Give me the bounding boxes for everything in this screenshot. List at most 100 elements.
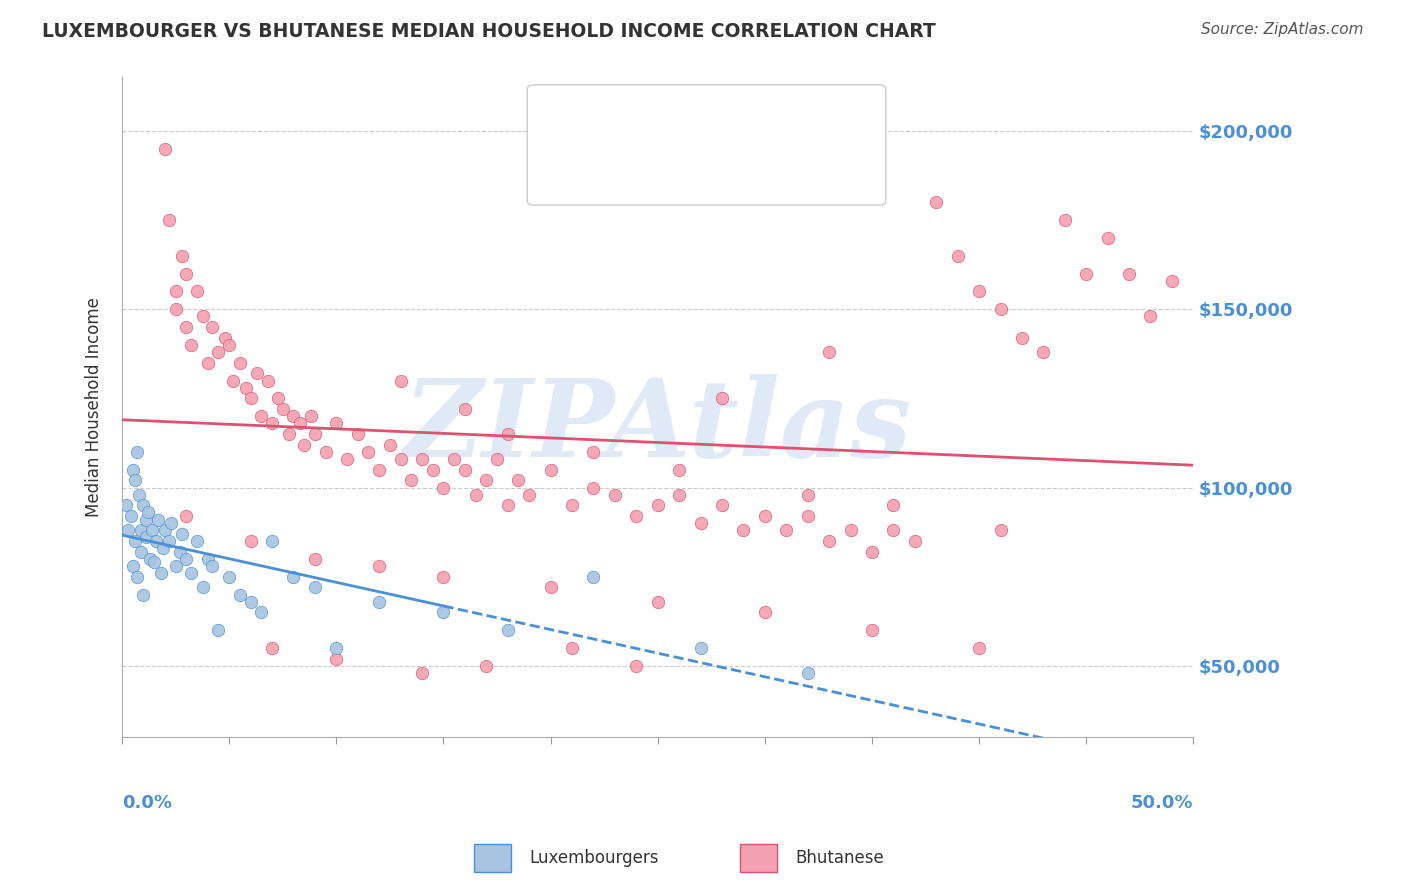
Point [389,374,412,388]
Point [464,488,486,502]
Point [818,534,841,549]
Point [169,545,191,559]
Point [603,488,626,502]
Point [165,285,187,299]
Point [710,392,733,406]
Point [647,594,669,608]
Point [125,570,148,584]
Point [540,463,562,477]
Text: -0.072: -0.072 [657,161,721,179]
Point [176,552,198,566]
Point [368,463,391,477]
Point [411,665,433,680]
FancyBboxPatch shape [548,99,585,137]
Point [222,374,245,388]
Point [422,463,444,477]
Point [170,527,193,541]
Point [754,509,776,524]
Point [689,516,711,531]
Text: N =: N = [747,161,786,179]
Point [378,438,401,452]
Point [132,499,155,513]
Point [157,213,180,227]
Point [141,524,163,538]
Point [517,488,540,502]
Point [157,534,180,549]
Point [256,374,278,388]
Point [925,195,948,210]
Point [143,556,166,570]
Point [207,345,229,359]
Point [796,665,818,680]
Point [193,581,215,595]
Point [288,417,311,431]
Point [990,302,1012,317]
Point [540,581,562,595]
Point [201,559,224,574]
Point [325,640,347,655]
Text: 0.0%: 0.0% [122,794,172,813]
Text: LUXEMBOURGER VS BHUTANESE MEDIAN HOUSEHOLD INCOME CORRELATION CHART: LUXEMBOURGER VS BHUTANESE MEDIAN HOUSEHO… [42,22,936,41]
Point [315,445,337,459]
Point [496,623,519,637]
Point [839,524,862,538]
Point [475,474,498,488]
Point [668,488,690,502]
Point [561,499,583,513]
Point [135,513,157,527]
Point [218,338,240,352]
Point [214,331,236,345]
Text: ZIPAtlas: ZIPAtlas [404,374,911,480]
Point [139,552,162,566]
Point [626,658,648,673]
Point [165,302,187,317]
FancyBboxPatch shape [548,152,585,189]
Point [218,570,240,584]
Point [432,570,454,584]
FancyBboxPatch shape [740,844,778,872]
Point [153,524,176,538]
Point [120,509,142,524]
Text: Bhutanese: Bhutanese [796,849,884,867]
Point [454,463,477,477]
Point [967,640,990,655]
Point [153,142,176,156]
Point [496,499,519,513]
Point [176,267,198,281]
Point [135,531,157,545]
Point [346,427,368,442]
Point [239,534,262,549]
Point [176,320,198,334]
Text: N =: N = [747,109,786,128]
Point [710,499,733,513]
Point [207,623,229,637]
Point [165,559,187,574]
Point [1011,331,1033,345]
Point [260,640,283,655]
Point [115,499,138,513]
Point [197,552,219,566]
Point [148,513,170,527]
Point [1139,310,1161,324]
Point [180,338,202,352]
Point [411,452,433,467]
Point [775,524,797,538]
Point [186,285,208,299]
Point [292,438,315,452]
Point [582,445,605,459]
Text: 50.0%: 50.0% [1130,794,1194,813]
Point [368,594,391,608]
Point [121,463,143,477]
Point [882,524,904,538]
Point [235,381,257,395]
Point [626,509,648,524]
Point [325,651,347,665]
Point [260,534,283,549]
Point [180,566,202,581]
Point [239,392,262,406]
Point [149,566,172,581]
Point [193,310,215,324]
Point [1118,267,1140,281]
Point [432,605,454,619]
Point [1053,213,1076,227]
